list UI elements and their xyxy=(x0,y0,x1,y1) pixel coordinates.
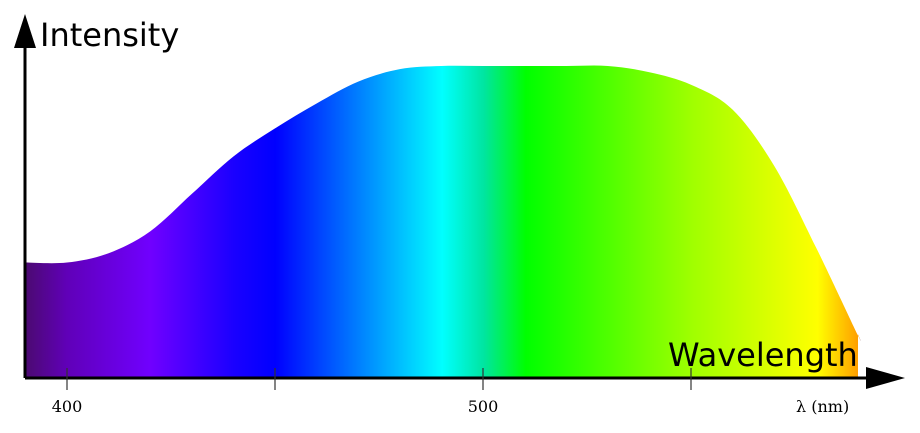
spectrum-area xyxy=(22,65,861,378)
x-tick-label-400: 400 xyxy=(52,397,83,416)
x-tick-label-500: 500 xyxy=(468,397,499,416)
axes-layer xyxy=(14,14,905,389)
x-axis-label: Wavelength xyxy=(668,336,858,374)
x-axis-unit-label: λ (nm) xyxy=(796,397,849,416)
spectrum-area-layer xyxy=(22,65,861,378)
x-axis-tick-labels: 400 500 xyxy=(52,397,499,416)
y-axis-label: Intensity xyxy=(40,16,179,54)
y-axis-arrow xyxy=(14,14,36,48)
x-axis-ticks xyxy=(66,368,692,390)
x-axis-arrow xyxy=(866,367,905,389)
